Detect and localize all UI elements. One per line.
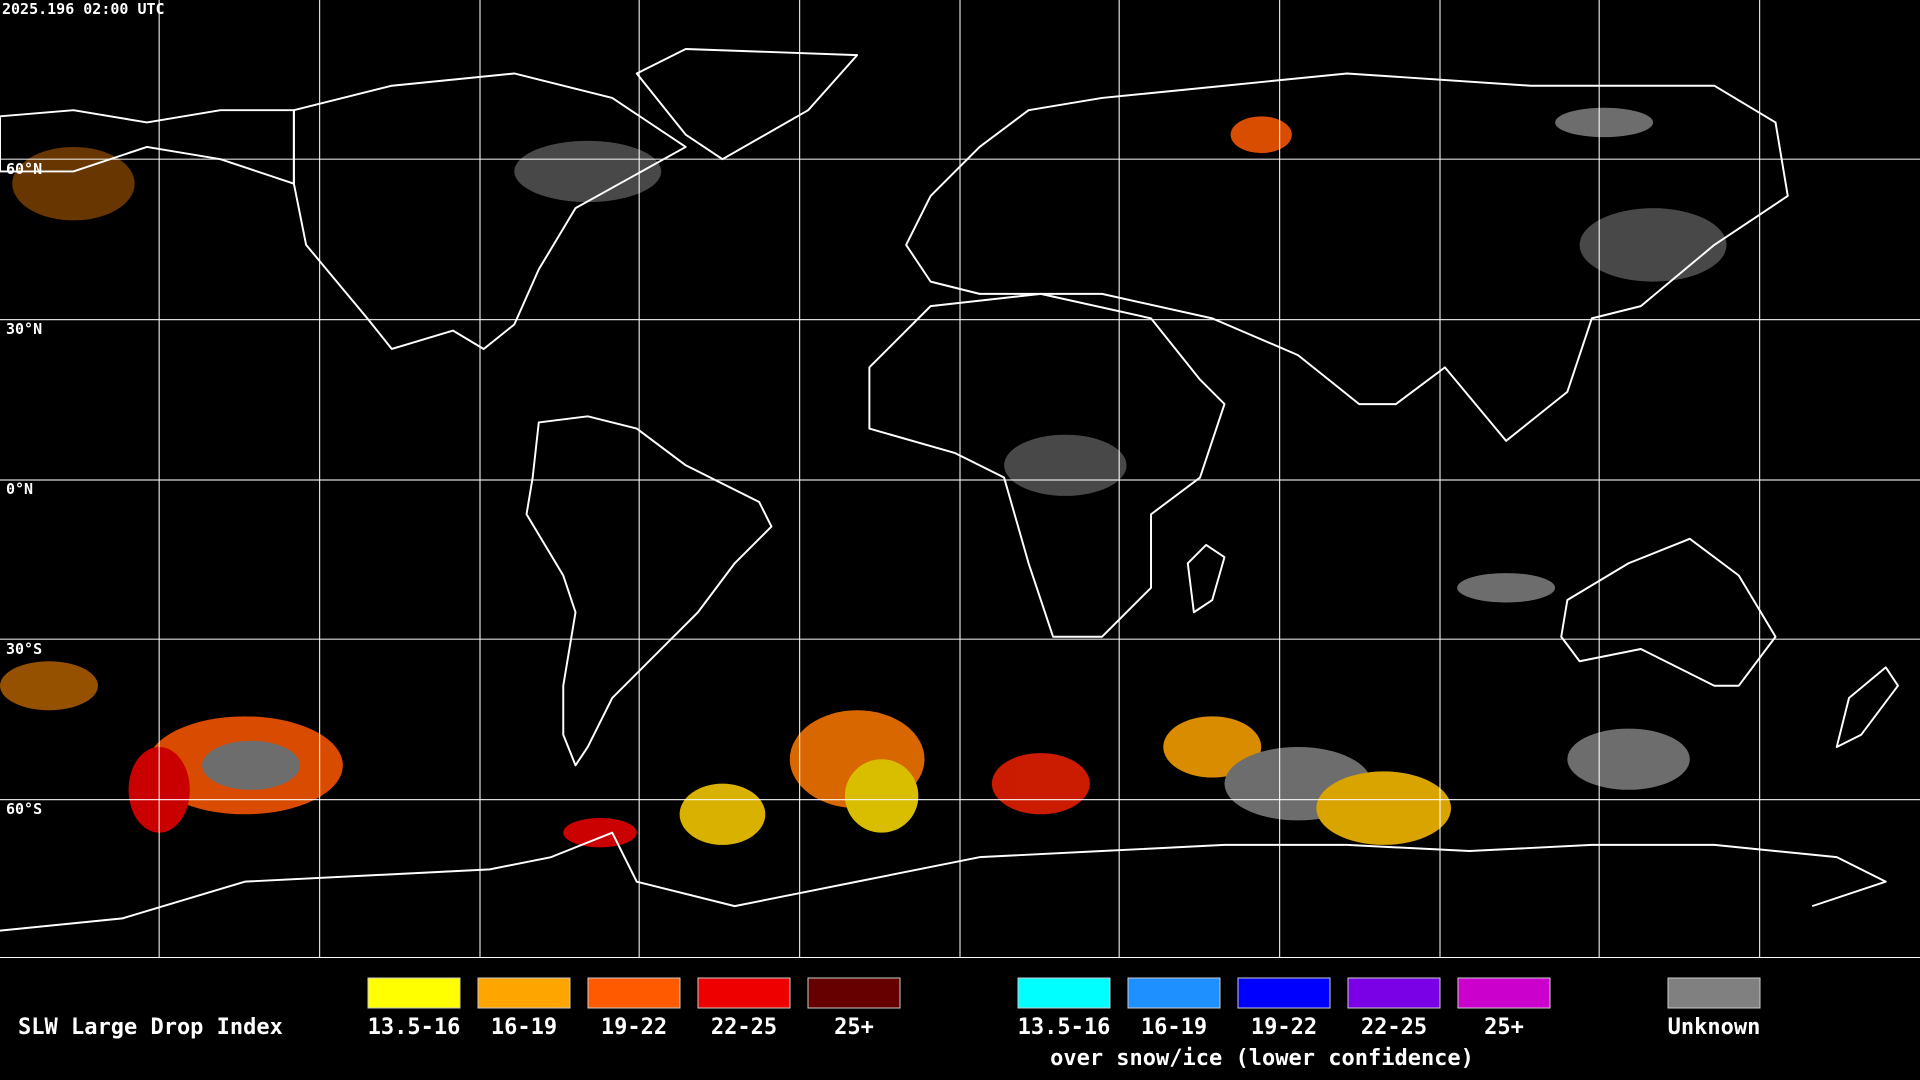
legend-background (0, 958, 1920, 1080)
legend-label: 22-25 (711, 1015, 777, 1040)
legend-swatch (1127, 977, 1221, 1009)
legend-label: 19-22 (601, 1015, 667, 1040)
legend-swatch (1017, 977, 1111, 1009)
map-art (0, 0, 1920, 959)
legend-label: Unknown (1668, 1015, 1761, 1040)
latitude-label: 30°N (6, 320, 42, 338)
timestamp: 2025.196 02:00 UTC (2, 0, 165, 18)
legend-swatch (1457, 977, 1551, 1009)
legend-label: 13.5-16 (368, 1015, 461, 1040)
legend-label: 25+ (1484, 1015, 1524, 1040)
legend-swatch (1347, 977, 1441, 1009)
legend-label: 22-25 (1361, 1015, 1427, 1040)
legend-label: 16-19 (1141, 1015, 1207, 1040)
latitude-label: 0°N (6, 480, 33, 498)
legend-title: SLW Large Drop Index (18, 1015, 283, 1040)
legend: 13.5-16 16-19 19-22 22-25 25+ 13.5-16 16-19 19-… (367, 977, 1761, 1040)
legend-swatch (477, 977, 571, 1009)
legend-swatch (697, 977, 791, 1009)
legend-swatch (367, 977, 461, 1009)
legend-swatch (1237, 977, 1331, 1009)
legend-label: 16-19 (491, 1015, 557, 1040)
legend-swatch (1667, 977, 1761, 1009)
legend-label: 25+ (834, 1015, 874, 1040)
legend-label: 19-22 (1251, 1015, 1317, 1040)
latitude-label: 60°S (6, 800, 42, 818)
latitude-label: 60°N (6, 160, 42, 178)
latitude-label: 30°S (6, 640, 42, 658)
snow-note: over snow/ice (lower confidence) (1050, 1046, 1474, 1071)
graticule (0, 0, 1920, 959)
latitude-labels: 60°N 30°N 0°N 30°S 60°S (6, 160, 42, 818)
cloud-patches (0, 107, 1727, 848)
coastlines (0, 48, 1899, 932)
legend-label: 13.5-16 (1018, 1015, 1111, 1040)
legend-swatch (807, 977, 901, 1009)
legend-swatch (587, 977, 681, 1009)
